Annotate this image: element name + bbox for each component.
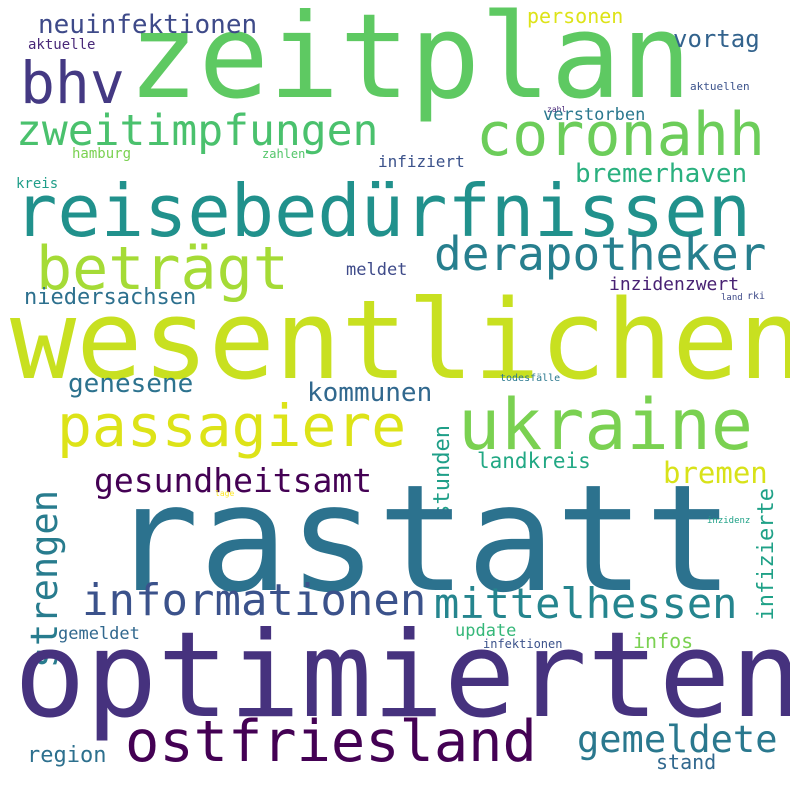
- word-landkreis: landkreis: [477, 449, 591, 473]
- word-infiziert: infiziert: [378, 152, 465, 171]
- word-niedersachsen: niedersachsen: [24, 285, 197, 310]
- word-passagiere: passagiere: [57, 392, 407, 460]
- word-coronahh: coronahh: [476, 100, 765, 170]
- word-reisebeduerfnissen: reisebedürfnissen: [14, 169, 751, 253]
- word-zweitimpfungen: zweitimpfungen: [16, 106, 379, 156]
- word-inzidenz: inzidenz: [707, 516, 751, 526]
- word-personen: personen: [527, 4, 624, 28]
- word-kommunen: kommunen: [307, 378, 433, 408]
- word-aktuellen: aktuellen: [690, 80, 750, 93]
- word-zahlen: zahlen: [262, 147, 306, 161]
- word-update: update: [455, 621, 517, 641]
- word-kreis: kreis: [16, 176, 59, 192]
- word-rki: rki: [747, 291, 766, 302]
- word-infos: infos: [633, 629, 694, 653]
- word-rastatt: rastatt: [110, 453, 734, 625]
- word-informationen: informationen: [82, 575, 427, 626]
- word-mittelhessen: mittelhessen: [434, 579, 738, 628]
- word-bremen: bremen: [663, 456, 768, 490]
- word-optimierten: optimierten: [14, 607, 790, 745]
- word-genesene: genesene: [68, 369, 194, 399]
- word-zahl: zahl: [547, 105, 567, 114]
- word-bremerhaven: bremerhaven: [575, 159, 748, 189]
- word-verstorben: verstorben: [543, 105, 646, 125]
- word-neuinfektionen: neuinfektionen: [38, 10, 258, 40]
- word-derapotheker: derapotheker: [434, 227, 767, 281]
- word-ostfriesland: ostfriesland: [125, 709, 537, 775]
- word-wesentlichen: wesentlichen: [10, 276, 790, 404]
- word-bhv: bhv: [20, 49, 125, 117]
- word-betraegt: beträgt: [36, 234, 289, 304]
- word-aktuelle: aktuelle: [28, 37, 96, 53]
- word-stand: stand: [656, 750, 717, 774]
- word-meldet: meldet: [346, 260, 408, 280]
- word-gesundheitsamt: gesundheitsamt: [94, 461, 373, 500]
- word-region: region: [27, 743, 107, 768]
- word-infizierte: infizierte: [754, 488, 779, 621]
- word-lage: lage: [215, 489, 235, 498]
- word-todesfaelle: todesfälle: [500, 373, 561, 384]
- word-infektionen: infektionen: [483, 637, 563, 651]
- word-inzidenzwert: inzidenzwert: [609, 274, 740, 295]
- word-gemeldet: gemeldet: [58, 624, 140, 644]
- word-hamburg: hamburg: [72, 146, 132, 162]
- word-ukraine: ukraine: [458, 384, 754, 466]
- word-zeitplan: zeitplan: [128, 0, 692, 125]
- word-land: land: [721, 293, 743, 303]
- word-vortag: vortag: [673, 25, 760, 53]
- word-gemeldete: gemeldete: [577, 718, 778, 761]
